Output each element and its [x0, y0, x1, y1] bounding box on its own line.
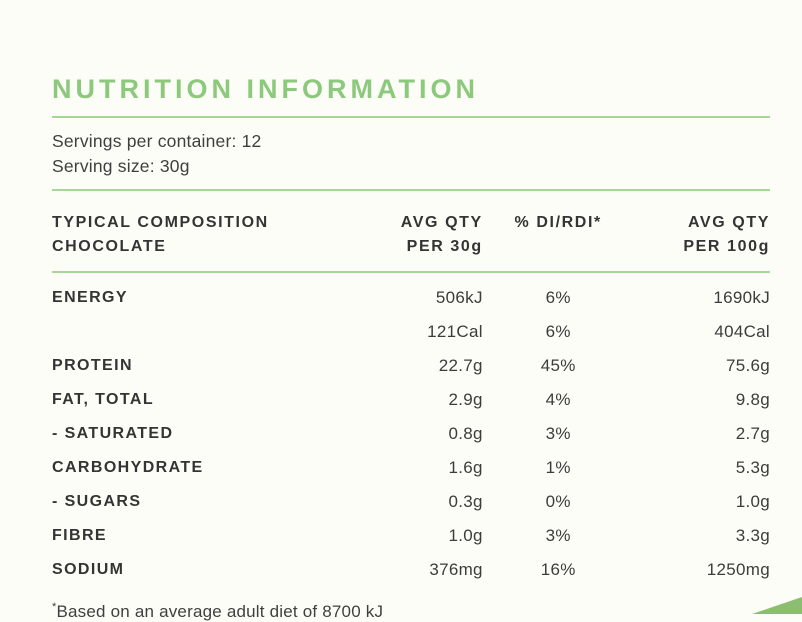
table-row: 121Cal 6% 404Cal: [52, 315, 770, 349]
row-qty-100g: 404Cal: [714, 321, 770, 341]
row-qty-100g: 75.6g: [725, 355, 770, 375]
table-row: - SUGARS 0.3g 0% 1.0g: [52, 485, 770, 519]
serving-size: Serving size: 30g: [52, 155, 190, 176]
row-qty-30g: 1.0g: [448, 525, 483, 545]
row-qty-100g: 1250mg: [706, 559, 770, 579]
table-row: ENERGY 506kJ 6% 1690kJ: [52, 272, 770, 315]
title-divider: [52, 116, 770, 118]
row-label: - SATURATED: [52, 424, 174, 442]
row-qty-100g: 1690kJ: [713, 287, 770, 307]
header-avg-qty-30g-line2: PER 30g: [406, 237, 483, 255]
table-body: ENERGY 506kJ 6% 1690kJ 121Cal 6% 404Cal …: [52, 272, 770, 587]
row-di-rdi: 16%: [540, 559, 576, 579]
footnote-asterisk: *: [52, 600, 57, 613]
footnote-text: Based on an average adult diet of 8700 k…: [56, 601, 384, 621]
header-typical-composition: TYPICAL COMPOSITION CHOCOLATE: [52, 190, 340, 273]
row-di-rdi: 1%: [545, 457, 571, 477]
row-qty-30g: 1.6g: [448, 457, 483, 477]
row-qty-30g: 506kJ: [435, 287, 483, 307]
row-di-rdi: 3%: [545, 423, 571, 443]
row-qty-30g: 121Cal: [427, 321, 483, 341]
footnote: *Based on an average adult diet of 8700 …: [52, 600, 770, 622]
table-row: PROTEIN 22.7g 45% 75.6g: [52, 349, 770, 383]
row-qty-30g: 0.3g: [448, 491, 483, 511]
table-row: - SATURATED 0.8g 3% 2.7g: [52, 417, 770, 451]
row-qty-100g: 9.8g: [735, 389, 770, 409]
row-di-rdi: 4%: [545, 389, 571, 409]
serving-divider: [52, 188, 770, 191]
header-avg-qty-100g-line1: AVG QTY: [687, 213, 770, 231]
table-row: FIBRE 1.0g 3% 3.3g: [52, 519, 770, 553]
row-label: CARBOHYDRATE: [52, 458, 204, 476]
row-qty-100g: 3.3g: [735, 525, 770, 545]
row-label: - SUGARS: [52, 492, 142, 510]
row-di-rdi: 3%: [545, 525, 571, 545]
row-label: ENERGY: [52, 288, 128, 306]
row-di-rdi: 6%: [545, 287, 571, 307]
row-label: FIBRE: [52, 526, 107, 544]
row-qty-100g: 1.0g: [735, 491, 770, 511]
row-label: FAT, TOTAL: [52, 390, 154, 408]
row-label: SODIUM: [52, 560, 125, 578]
header-row: TYPICAL COMPOSITION CHOCOLATE AVG QTY PE…: [52, 190, 770, 273]
table-row: CARBOHYDRATE 1.6g 1% 5.3g: [52, 451, 770, 485]
table-header: TYPICAL COMPOSITION CHOCOLATE AVG QTY PE…: [52, 190, 770, 273]
header-di-rdi: % DI/RDI*: [482, 190, 634, 273]
row-di-rdi: 6%: [545, 321, 571, 341]
header-avg-qty-100g: AVG QTY PER 100g: [633, 190, 770, 273]
header-avg-qty-100g-line2: PER 100g: [683, 237, 770, 255]
row-qty-100g: 5.3g: [735, 457, 770, 477]
row-di-rdi: 45%: [540, 355, 576, 375]
header-typical-composition-line1: TYPICAL COMPOSITION: [52, 213, 269, 231]
header-avg-qty-30g-line1: AVG QTY: [400, 213, 483, 231]
table-row: FAT, TOTAL 2.9g 4% 9.8g: [52, 383, 770, 417]
row-qty-30g: 2.9g: [448, 389, 483, 409]
header-typical-composition-line2: CHOCOLATE: [52, 237, 167, 255]
table-row: SODIUM 376mg 16% 1250mg: [52, 553, 770, 587]
page-title: NUTRITION INFORMATION: [52, 74, 479, 104]
nutrition-table: TYPICAL COMPOSITION CHOCOLATE AVG QTY PE…: [52, 190, 770, 587]
serving-info: Servings per container: 12 Serving size:…: [52, 129, 770, 179]
row-qty-30g: 22.7g: [438, 355, 483, 375]
row-di-rdi: 0%: [545, 491, 571, 511]
row-qty-30g: 376mg: [429, 559, 483, 579]
row-label: PROTEIN: [52, 356, 133, 374]
row-qty-30g: 0.8g: [448, 423, 483, 443]
row-label: [52, 315, 339, 349]
row-qty-100g: 2.7g: [735, 423, 770, 443]
header-di-rdi-label: % DI/RDI*: [514, 213, 602, 231]
servings-per-container: Servings per container: 12: [52, 131, 262, 151]
header-avg-qty-30g: AVG QTY PER 30g: [339, 190, 483, 273]
